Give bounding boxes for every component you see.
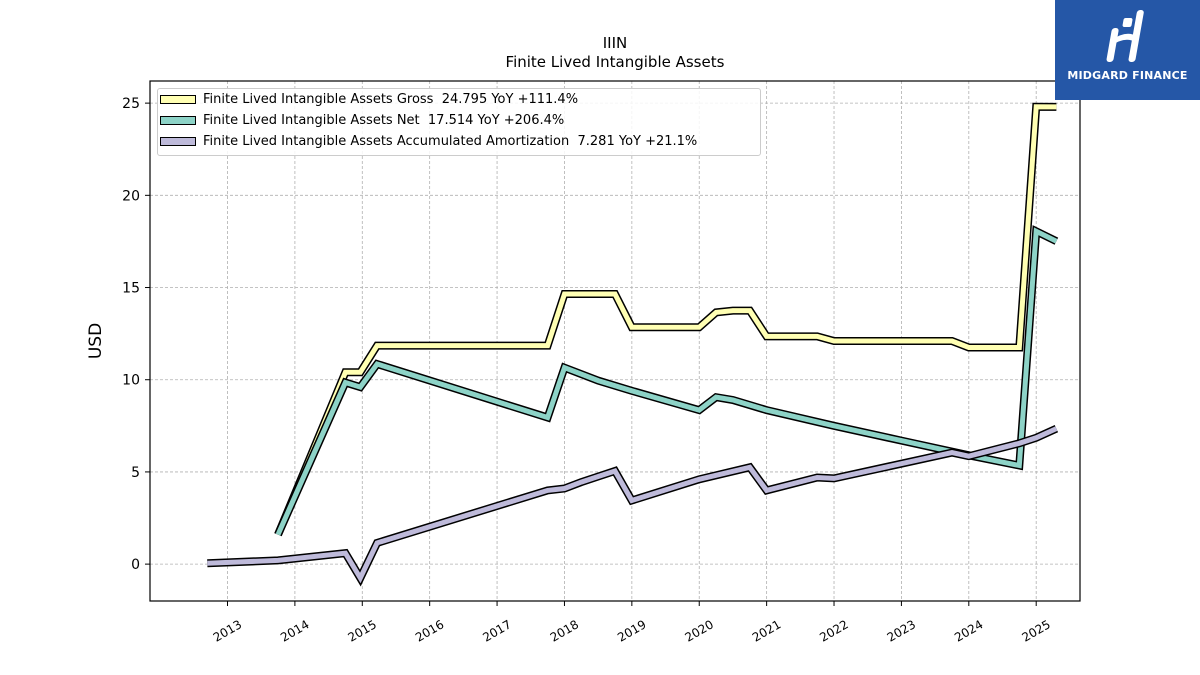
legend-item-gross: Finite Lived Intangible Assets Gross 24.… xyxy=(158,90,760,110)
x-tick-label: 2025 xyxy=(1019,617,1052,644)
x-tick-label: 2022 xyxy=(817,617,850,644)
x-tick-label: 2017 xyxy=(480,617,513,644)
x-tick-label: 2014 xyxy=(278,617,311,644)
logo-mark-icon xyxy=(1106,10,1144,62)
y-tick-label: 25 xyxy=(122,96,140,112)
legend-label-net: Finite Lived Intangible Assets Net 17.51… xyxy=(203,113,565,128)
legend-swatch-gross xyxy=(160,95,196,104)
x-tick-label: 2013 xyxy=(211,617,244,644)
chart-title: IIIN xyxy=(603,34,628,52)
y-tick-label: 20 xyxy=(122,188,140,204)
x-tick-label: 2019 xyxy=(615,617,648,644)
legend: Finite Lived Intangible Assets Gross 24.… xyxy=(157,88,761,156)
legend-label-gross: Finite Lived Intangible Assets Gross 24.… xyxy=(203,92,579,107)
x-tick-label: 2024 xyxy=(952,617,985,644)
y-tick-label: 15 xyxy=(122,281,140,297)
chart-subtitle: Finite Lived Intangible Assets xyxy=(506,53,725,71)
x-tick-label: 2015 xyxy=(346,617,379,644)
x-tick-label: 2018 xyxy=(548,617,581,644)
legend-swatch-net xyxy=(160,116,196,125)
logo-text: MIDGARD FINANCE xyxy=(1067,69,1188,82)
y-tick-label: 0 xyxy=(131,557,140,573)
x-tick-label: 2021 xyxy=(750,617,783,644)
y-tick-label: 5 xyxy=(131,465,140,481)
y-axis-label: USD xyxy=(86,323,106,359)
plot-lines xyxy=(207,102,1059,587)
x-tick-label: 2020 xyxy=(683,617,716,644)
series-outline-gross xyxy=(274,102,1057,537)
x-tick-label: 2016 xyxy=(413,617,446,644)
plot-frame xyxy=(149,80,1081,602)
legend-item-net: Finite Lived Intangible Assets Net 17.51… xyxy=(158,111,760,131)
x-tick-label: 2023 xyxy=(885,617,918,644)
x-axis: 2013 2014 2015 2016 2017 2018 2019 2020 2021 2022… xyxy=(211,601,1053,645)
brand-logo: MIDGARD FINANCE xyxy=(1055,0,1200,100)
series-line-amortization xyxy=(207,426,1058,584)
legend-label-amortization: Finite Lived Intangible Assets Accumulat… xyxy=(203,134,698,149)
y-tick-label: 10 xyxy=(122,373,140,389)
y-axis: 0 5 10 15 20 25 xyxy=(122,96,150,573)
legend-swatch-amortization xyxy=(160,137,196,146)
series-line-gross xyxy=(275,104,1057,536)
legend-item-amortization: Finite Lived Intangible Assets Accumulat… xyxy=(158,132,760,152)
